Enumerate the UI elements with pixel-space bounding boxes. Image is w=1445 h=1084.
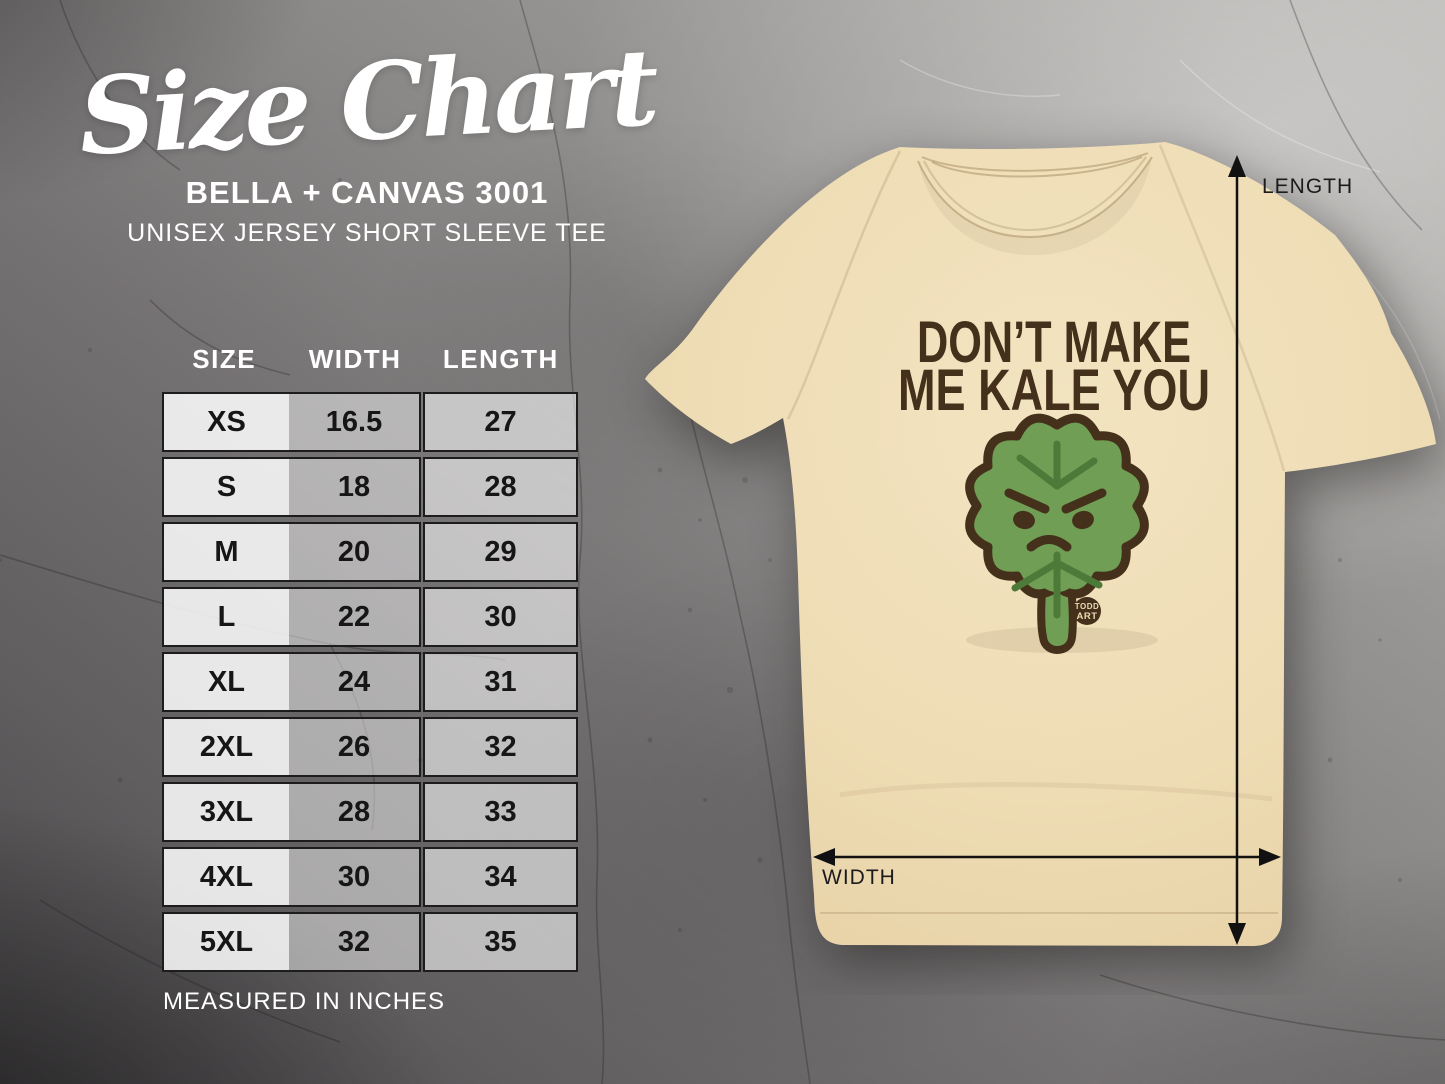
size-value: 5XL [164, 914, 289, 970]
width-value: 20 [289, 524, 419, 580]
table-row: S 18 28 [162, 457, 578, 517]
collar [917, 152, 1153, 239]
width-value: 22 [289, 589, 419, 645]
size-width-cell: L 22 [162, 587, 421, 647]
column-header-width: WIDTH [308, 344, 402, 374]
table-footnote: MEASURED IN INCHES [163, 988, 446, 1015]
collar-stitch [923, 156, 1147, 232]
left-armhole-seam [786, 150, 902, 420]
width-measure: WIDTH [813, 848, 1281, 889]
size-table-rows: XS 16.5 27 S 18 28 M 20 29 L 22 30 XL 24 31 2XL 26 32 3XL 2… [162, 392, 578, 977]
width-value: 30 [289, 849, 419, 905]
table-row: XL 24 31 [162, 652, 578, 712]
length-measure: LENGTH [1228, 155, 1353, 945]
size-width-cell: 5XL 32 [162, 912, 421, 972]
length-value: 30 [423, 587, 578, 647]
garment-seams [786, 144, 1286, 914]
length-value: 35 [423, 912, 578, 972]
size-value: L [164, 589, 289, 645]
width-arrow-head-right [1259, 848, 1281, 866]
width-value: 32 [289, 914, 419, 970]
badge-text-line2: ART [1076, 611, 1097, 622]
table-row: 5XL 32 35 [162, 912, 578, 972]
width-value: 28 [289, 784, 419, 840]
column-header-size: SIZE [192, 344, 257, 374]
length-value: 29 [423, 522, 578, 582]
column-header-length: LENGTH [442, 344, 559, 374]
length-value: 27 [423, 392, 578, 452]
artist-badge: TODD ART [1073, 597, 1101, 625]
size-width-cell: 3XL 28 [162, 782, 421, 842]
width-value: 16.5 [289, 394, 419, 450]
width-value: 24 [289, 654, 419, 710]
size-value: M [164, 524, 289, 580]
frown-mouth [1026, 535, 1072, 552]
size-value: XS [164, 394, 289, 450]
table-row: M 20 29 [162, 522, 578, 582]
header-block: Size Chart BELLA + CANVAS 3001 UNISEX JE… [52, 24, 682, 248]
width-value: 26 [289, 719, 419, 775]
kale-character: TODD ART [965, 413, 1158, 654]
length-arrow-head-top [1228, 155, 1246, 177]
size-value: 3XL [164, 784, 289, 840]
design-text-line1: DON’T MAKE [917, 310, 1191, 375]
design-text-line2: ME KALE YOU [898, 358, 1210, 423]
size-width-cell: 2XL 26 [162, 717, 421, 777]
table-row: L 22 30 [162, 587, 578, 647]
length-value: 28 [423, 457, 578, 517]
product-name: BELLA + CANVAS 3001 [185, 174, 549, 210]
size-table-header: SIZE WIDTH LENGTH [162, 344, 578, 375]
size-width-cell: XL 24 [162, 652, 421, 712]
size-value: S [164, 459, 289, 515]
length-arrow-head-bottom [1228, 923, 1246, 945]
collar-back-seam-2 [931, 156, 1143, 178]
fold-line [839, 782, 1273, 802]
size-width-cell: S 18 [162, 457, 421, 517]
length-value: 32 [423, 717, 578, 777]
width-arrow-head-left [813, 848, 835, 866]
size-width-cell: M 20 [162, 522, 421, 582]
width-label: WIDTH [822, 866, 896, 889]
table-row: 3XL 28 33 [162, 782, 578, 842]
collar-back-seam [921, 152, 1149, 172]
right-armhole-seam [1158, 144, 1286, 472]
shirt-design: DON’T MAKE ME KALE YOU [898, 310, 1210, 654]
size-width-cell: XS 16.5 [162, 392, 421, 452]
collar-front-seam [917, 156, 1153, 239]
badge-circle [1073, 597, 1101, 625]
length-value: 33 [423, 782, 578, 842]
left-eye [1013, 510, 1035, 530]
table-row: XS 16.5 27 [162, 392, 578, 452]
page-title: Size Chart [75, 24, 658, 179]
left-eyebrow [1004, 488, 1050, 514]
product-subtitle: UNISEX JERSEY SHORT SLEEVE TEE [127, 218, 607, 247]
length-value: 31 [423, 652, 578, 712]
collar-shadow [918, 157, 1152, 256]
size-value: XL [164, 654, 289, 710]
right-eye [1072, 510, 1094, 530]
concrete-speckles [0, 177, 1402, 932]
size-value: 2XL [164, 719, 289, 775]
badge-text-line1: TODD [1075, 602, 1100, 611]
length-label: LENGTH [1262, 175, 1353, 198]
right-eyebrow [1061, 488, 1107, 514]
size-value: 4XL [164, 849, 289, 905]
table-row: 4XL 30 34 [162, 847, 578, 907]
kale-veins [1011, 440, 1103, 619]
size-width-cell: 4XL 30 [162, 847, 421, 907]
tshirt-mockup: DON’T MAKE ME KALE YOU [645, 142, 1436, 946]
width-value: 18 [289, 459, 419, 515]
kale-face [1004, 488, 1107, 552]
table-row: 2XL 26 32 [162, 717, 578, 777]
length-value: 34 [423, 847, 578, 907]
